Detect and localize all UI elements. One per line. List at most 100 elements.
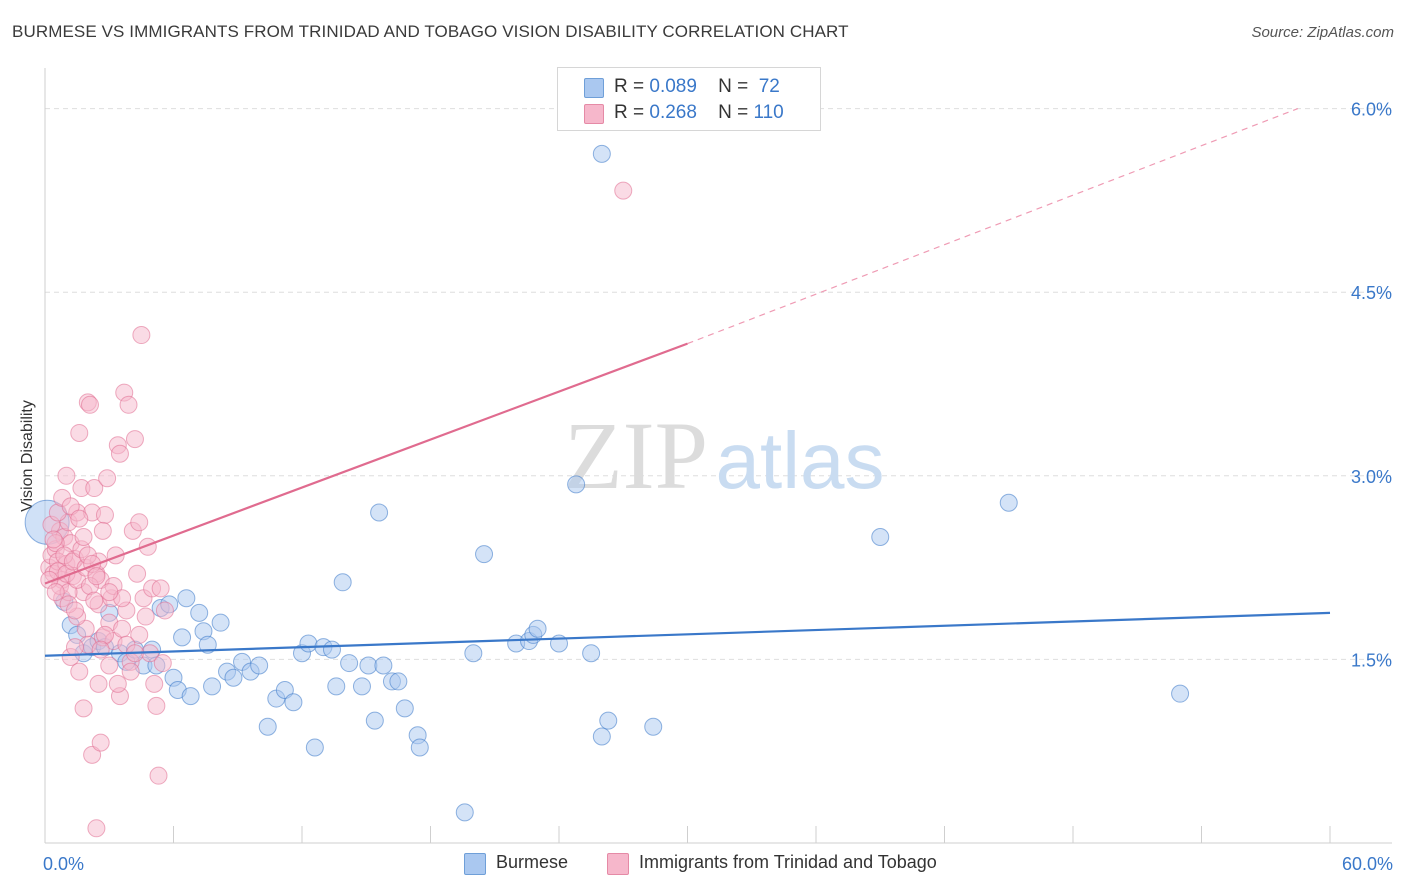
burmese-point [322, 640, 341, 659]
trinidad-point [87, 567, 106, 586]
burmese-point [389, 672, 408, 691]
trinidad-point [74, 699, 93, 718]
burmese-point [211, 613, 230, 632]
trinidad-point [100, 656, 119, 675]
burmese-point [258, 717, 277, 736]
chart-title: BURMESE VS IMMIGRANTS FROM TRINIDAD AND … [12, 22, 849, 41]
burmese-point [475, 545, 494, 564]
trinidad-point [108, 674, 127, 693]
trinidad-point [125, 430, 144, 449]
y-tick-label: 4.5% [1351, 283, 1392, 303]
burmese-point [455, 803, 474, 822]
burmese-point [410, 738, 429, 757]
source-label: Source: ZipAtlas.com [1251, 24, 1394, 41]
watermark-atlas: atlas [716, 416, 885, 505]
trinidad-point [65, 638, 84, 657]
trinidad-point [128, 564, 147, 583]
burmese-point [181, 687, 200, 706]
gridlines [45, 108, 1392, 660]
trinidad-point [121, 662, 140, 681]
trinidad-point [98, 469, 117, 488]
burmese-point [299, 634, 318, 653]
trinidad-point [91, 640, 110, 659]
burmese-point [1171, 684, 1190, 703]
burmese-point [198, 635, 217, 654]
burmese-point [333, 573, 352, 592]
trinidad-point [87, 819, 106, 838]
y-tick-label: 6.0% [1351, 100, 1392, 120]
trinidad-point [147, 696, 166, 715]
trinidad-point [70, 509, 89, 528]
trinidad-point [130, 513, 149, 532]
trinidad-point [85, 591, 104, 610]
n-value: 110 [753, 102, 784, 123]
trinidad-point [85, 479, 104, 498]
trinidad-point [110, 444, 129, 463]
trinidad-point [74, 528, 93, 546]
burmese-point [203, 677, 222, 696]
r-value: 0.268 [649, 102, 697, 123]
burmese-point [370, 503, 389, 522]
trinidad-point [119, 395, 138, 414]
n-label: N = [718, 102, 749, 123]
data-points [24, 144, 1190, 838]
trinidad-point [80, 395, 99, 414]
burmese-point [374, 656, 393, 675]
stats-legend: R = 0.089 N = 72 R = 0.268 N = 110 [557, 67, 821, 131]
burmese-point [592, 727, 611, 746]
x-tick-label: 60.0% [1342, 854, 1393, 874]
trinidad-point [151, 579, 170, 598]
burmese-point [190, 603, 209, 622]
burmese-point [173, 628, 192, 647]
trinidad-point [95, 505, 114, 524]
burmese-point [582, 644, 601, 663]
burmese-point [305, 738, 324, 757]
burmese-point [365, 711, 384, 730]
trinidad-swatch [607, 853, 629, 875]
tick-labels: 1.5% 3.0% 4.5% 6.0% 0.0% 60.0% [43, 100, 1393, 874]
x-tick-label: 0.0% [43, 854, 84, 874]
burmese-swatch [464, 853, 486, 875]
trinidad-point [93, 521, 112, 540]
burmese-point [327, 677, 346, 696]
trinidad-point [153, 654, 172, 673]
trinidad-point [70, 423, 89, 442]
burmese-point [275, 681, 294, 699]
burmese-swatch [584, 78, 604, 98]
trinidad-point [57, 466, 76, 485]
burmese-point [250, 656, 269, 675]
burmese-point [464, 644, 483, 663]
r-label: R = [614, 76, 645, 97]
trinidad-point [130, 625, 149, 644]
burmese-point [177, 589, 196, 608]
trinidad-point [83, 745, 102, 764]
trinidad-point [149, 766, 168, 785]
r-value: 0.089 [649, 76, 697, 97]
trinidad-point [155, 601, 174, 620]
trinidad-point [70, 662, 89, 681]
burmese-point [592, 144, 611, 163]
trinidad-point [145, 674, 164, 693]
burmese-point [284, 693, 303, 712]
trinidad-point [614, 181, 633, 200]
watermark-zip: ZIP [564, 402, 708, 509]
burmese-point [871, 528, 890, 546]
trinidad-trend-extension [687, 108, 1299, 345]
r-label: R = [614, 102, 645, 123]
trinidad-point [65, 601, 84, 620]
trinidad-point [132, 326, 151, 345]
trinidad-swatch [584, 104, 604, 124]
trinidad-point [100, 583, 119, 602]
legend-label: Burmese [496, 852, 569, 872]
burmese-point [999, 493, 1018, 512]
trinidad-point [44, 530, 63, 549]
burmese-trend-line [44, 611, 1331, 657]
burmese-point [224, 668, 243, 687]
n-label: N = [718, 76, 749, 97]
trinidad-point [136, 607, 155, 626]
n-value: 72 [758, 76, 780, 97]
burmese-point [359, 656, 378, 675]
burmese-point [644, 717, 663, 736]
trinidad-point [89, 674, 108, 693]
